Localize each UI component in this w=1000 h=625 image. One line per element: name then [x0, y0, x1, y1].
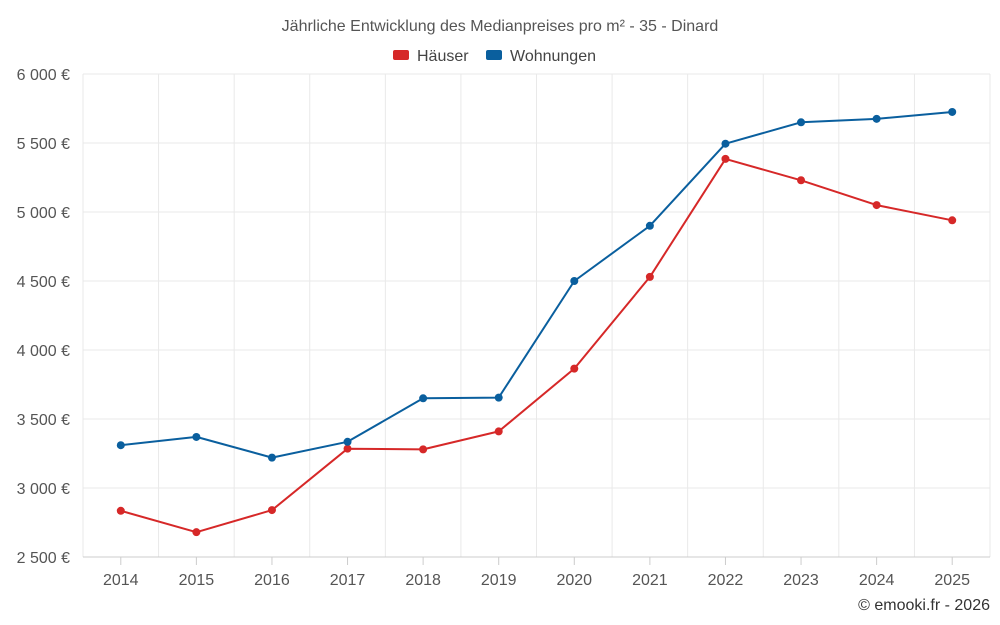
grid-layer — [82, 73, 991, 557]
data-point-haeuser[interactable] — [721, 154, 730, 163]
legend-swatch-haeuser — [393, 50, 409, 60]
data-point-haeuser[interactable] — [343, 444, 352, 453]
legend: Häuser Wohnungen — [393, 48, 596, 65]
series-wohnungen — [116, 107, 957, 462]
y-tick-label: 5 000 € — [17, 205, 70, 222]
x-tick-label: 2023 — [783, 572, 819, 589]
y-tick-label: 6 000 € — [17, 67, 70, 84]
x-tick-label: 2022 — [708, 572, 744, 589]
x-tick-label: 2015 — [179, 572, 215, 589]
x-tick-label: 2018 — [405, 572, 441, 589]
legend-label-wohnungen: Wohnungen — [510, 48, 596, 65]
data-point-haeuser[interactable] — [645, 272, 654, 281]
data-point-haeuser[interactable] — [494, 427, 503, 436]
x-tick-label: 2014 — [103, 572, 139, 589]
data-point-wohnungen[interactable] — [494, 393, 503, 402]
x-tick-label: 2017 — [330, 572, 366, 589]
credit-text: © emooki.fr - 2026 — [858, 597, 990, 614]
data-point-wohnungen[interactable] — [721, 139, 730, 148]
x-tick-label: 2025 — [934, 572, 970, 589]
data-point-haeuser[interactable] — [872, 201, 881, 210]
x-tick-label: 2020 — [556, 572, 592, 589]
series-haeuser — [116, 154, 957, 537]
legend-swatch-wohnungen — [486, 50, 502, 60]
data-point-wohnungen[interactable] — [872, 114, 881, 123]
data-point-wohnungen[interactable] — [192, 432, 201, 441]
series-line-haeuser — [120, 157, 953, 534]
data-point-wohnungen[interactable] — [948, 107, 957, 116]
series-layer — [116, 107, 957, 537]
x-tick-label: 2016 — [254, 572, 290, 589]
data-point-wohnungen[interactable] — [797, 118, 806, 127]
y-tick-label: 2 500 € — [17, 550, 70, 567]
x-tick-label: 2024 — [859, 572, 895, 589]
data-point-wohnungen[interactable] — [570, 277, 579, 285]
y-tick-label: 3 000 € — [17, 481, 70, 498]
x-tick-label: 2021 — [632, 572, 668, 589]
data-point-wohnungen[interactable] — [343, 437, 352, 446]
y-tick-label: 4 000 € — [17, 343, 70, 360]
legend-item-wohnungen[interactable]: Wohnungen — [486, 48, 596, 65]
x-tick-label: 2019 — [481, 572, 517, 589]
data-point-haeuser[interactable] — [267, 506, 276, 515]
series-line-wohnungen — [120, 111, 953, 459]
data-point-wohnungen[interactable] — [267, 453, 276, 462]
legend-item-haeuser[interactable]: Häuser — [393, 48, 469, 65]
data-point-haeuser[interactable] — [797, 176, 806, 185]
y-tick-label: 4 500 € — [17, 274, 70, 291]
data-point-haeuser[interactable] — [192, 528, 201, 537]
legend-label-haeuser: Häuser — [417, 48, 469, 65]
axis-layer: 2 500 € 3 000 € 3 500 € 4 000 € 4 500 € 5 000… — [17, 67, 990, 589]
data-point-haeuser[interactable] — [419, 445, 428, 454]
data-point-haeuser[interactable] — [948, 216, 957, 225]
chart-title: Jährliche Entwicklung des Medianpreises … — [282, 18, 719, 35]
data-point-haeuser[interactable] — [570, 364, 579, 373]
data-point-haeuser[interactable] — [116, 506, 125, 515]
y-tick-label: 5 500 € — [17, 136, 70, 153]
y-tick-label: 3 500 € — [17, 412, 70, 429]
data-point-wohnungen[interactable] — [419, 394, 428, 403]
data-point-wohnungen[interactable] — [645, 221, 654, 230]
data-point-wohnungen[interactable] — [116, 441, 125, 450]
